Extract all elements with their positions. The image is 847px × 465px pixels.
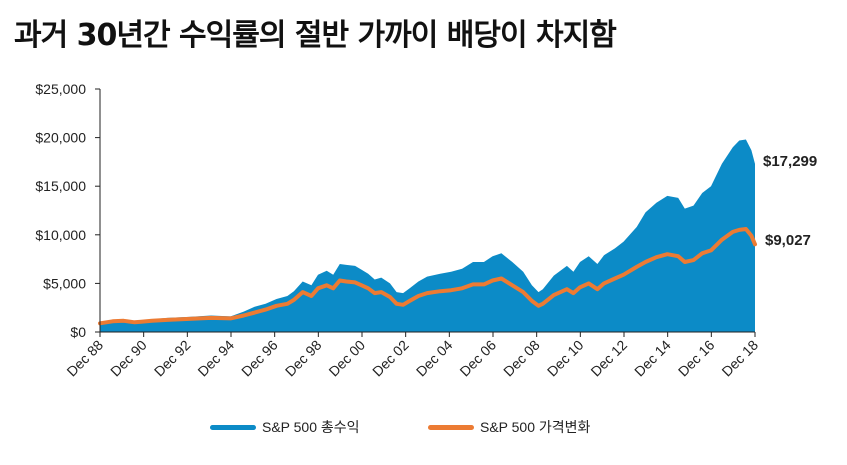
x-tick-label: Dec 18: [718, 337, 761, 380]
x-tick-label: Dec 94: [194, 337, 237, 380]
x-tick-label: Dec 96: [238, 337, 281, 380]
x-tick-label: Dec 08: [500, 337, 543, 380]
y-tick-label: $0: [70, 324, 86, 340]
x-tick-label: Dec 92: [151, 337, 194, 380]
x-tick-label: Dec 00: [325, 337, 368, 380]
x-tick-label: Dec 04: [413, 337, 456, 380]
x-tick-label: Dec 98: [282, 337, 325, 380]
legend-swatch-price-change: [428, 424, 474, 430]
y-tick-label: $10,000: [35, 227, 86, 243]
end-label-price-change: $9,027: [765, 232, 811, 249]
x-tick-label: Dec 14: [631, 337, 674, 380]
x-tick-label: Dec 90: [107, 337, 150, 380]
legend-swatch-total-return: [210, 424, 256, 430]
legend-label-price-change: S&P 500 가격변화: [480, 419, 591, 435]
x-tick-label: Dec 16: [675, 337, 718, 380]
x-tick-label: Dec 88: [63, 337, 106, 380]
y-tick-label: $25,000: [35, 81, 86, 97]
legend-item-price-change: S&P 500 가격변화: [428, 416, 590, 438]
series-area-total-return: [100, 139, 755, 332]
legend-item-total-return: S&P 500 총수익: [210, 416, 360, 438]
x-tick-label: Dec 10: [544, 337, 587, 380]
x-tick-label: Dec 02: [369, 337, 412, 380]
series-line-price-change: [98, 227, 757, 326]
y-tick-label: $20,000: [35, 130, 86, 146]
x-tick-label: Dec 12: [587, 337, 630, 380]
legend-label-total-return: S&P 500 총수익: [262, 419, 360, 435]
y-tick-label: $5,000: [43, 275, 86, 291]
page-title: 과거 30년간 수익률의 절반 가까이 배당이 차지함: [14, 18, 617, 53]
end-label-total-return: $17,299: [763, 153, 817, 170]
y-tick-label: $15,000: [35, 178, 86, 194]
x-tick-label: Dec 06: [456, 337, 499, 380]
